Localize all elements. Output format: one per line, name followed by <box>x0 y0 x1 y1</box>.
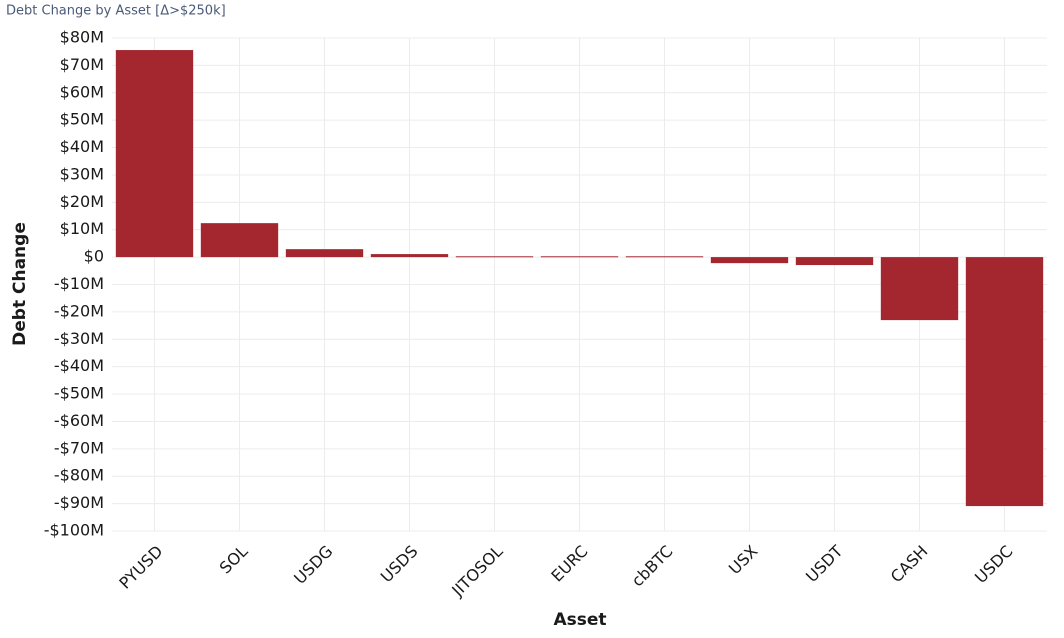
x-tick-label: USDC <box>971 542 1017 588</box>
y-tick-label: -$70M <box>54 438 104 457</box>
x-tick-label: CASH <box>887 542 932 587</box>
y-tick-label: $0 <box>84 247 104 266</box>
y-tick-label: $60M <box>60 82 104 101</box>
y-tick-label: $50M <box>60 110 104 129</box>
y-tick-label: -$40M <box>54 356 104 375</box>
y-axis-title: Debt Change <box>10 222 30 346</box>
bar <box>455 256 534 258</box>
y-tick-label: -$50M <box>54 384 104 403</box>
bar <box>540 256 619 258</box>
y-tick-label: $10M <box>60 219 104 238</box>
x-tick-label: PYUSD <box>115 542 166 593</box>
x-tick-label: USDT <box>802 541 847 586</box>
y-tick-label: -$20M <box>54 301 104 320</box>
y-tick-label: -$30M <box>54 329 104 348</box>
y-tick-label: $80M <box>60 28 104 47</box>
bar <box>710 257 789 264</box>
x-tick-label: USDS <box>377 542 422 587</box>
bar <box>200 223 279 258</box>
y-tick-label: -$90M <box>54 493 104 512</box>
y-tick-label: $20M <box>60 192 104 211</box>
y-tick-label: -$100M <box>44 521 104 540</box>
y-tick-label: -$60M <box>54 411 104 430</box>
y-tick-label: $30M <box>60 164 104 183</box>
y-tick-label: $40M <box>60 137 104 156</box>
x-tick-label: SOL <box>216 542 252 578</box>
x-tick-label: USX <box>725 542 762 579</box>
x-axis-title: Asset <box>553 610 606 630</box>
x-tick-label: USDG <box>290 542 336 588</box>
x-tick-label: EURC <box>547 542 591 586</box>
y-tick-label: $70M <box>60 55 104 74</box>
x-tick-label: cbBTC <box>628 542 677 591</box>
y-tick-label: -$80M <box>54 466 104 485</box>
bar <box>795 257 874 266</box>
bar <box>965 257 1044 507</box>
bar <box>625 256 704 258</box>
bar <box>285 249 364 258</box>
chart-title: Debt Change by Asset [Δ>$250k] <box>6 4 226 19</box>
bar <box>115 50 194 258</box>
x-tick-label: JITOSOL <box>447 542 506 601</box>
y-tick-label: -$10M <box>54 274 104 293</box>
bar <box>370 254 449 258</box>
bar <box>880 257 959 321</box>
